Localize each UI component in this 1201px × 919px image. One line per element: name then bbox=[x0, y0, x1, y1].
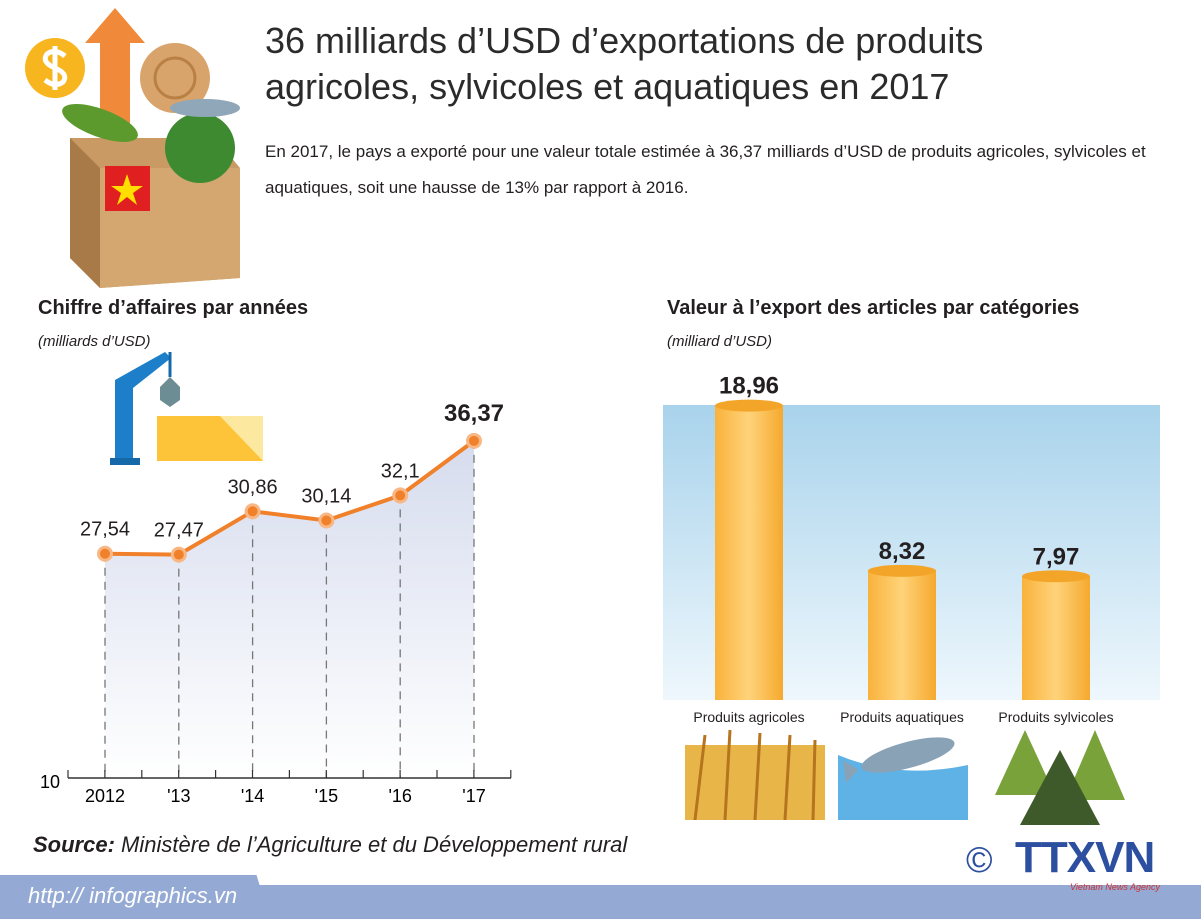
wheat-icon bbox=[685, 729, 825, 820]
title-line-1: 36 milliards d’USD d’exportations de pro… bbox=[265, 20, 984, 61]
website-link[interactable]: http:// infographics.vn bbox=[28, 883, 238, 908]
bar-top bbox=[1022, 570, 1090, 583]
line-chart-title: Chiffre d’affaires par années bbox=[38, 297, 309, 319]
x-tick-label: 2012 bbox=[85, 786, 125, 806]
bar-top bbox=[868, 564, 936, 577]
category-label: Produits aquatiques bbox=[840, 709, 964, 725]
data-label: 8,32 bbox=[879, 538, 926, 565]
data-point bbox=[469, 435, 479, 446]
data-label: 36,37 bbox=[444, 400, 504, 427]
line-chart-unit: (milliards d’USD) bbox=[38, 333, 151, 350]
bar-top bbox=[715, 399, 783, 412]
series-line bbox=[104, 439, 476, 557]
data-point bbox=[247, 506, 258, 517]
box-of-produce-icon bbox=[25, 8, 240, 288]
intro-text: En 2017, le pays a exporté pour une vale… bbox=[265, 142, 1146, 197]
fish-icon bbox=[838, 737, 968, 820]
bar bbox=[715, 405, 783, 700]
x-tick-label: '17 bbox=[462, 786, 485, 806]
data-label: 30,86 bbox=[228, 476, 278, 498]
data-point bbox=[395, 490, 406, 501]
crane-container-icon bbox=[110, 352, 263, 465]
source-note: Source: Ministère de l’Agriculture et du… bbox=[33, 832, 627, 858]
footer-tab bbox=[0, 875, 270, 919]
logo-subtitle: Vietnam News Agency bbox=[1070, 882, 1161, 892]
ttxvn-logo: TTXVN bbox=[1015, 833, 1155, 882]
pine-trees-icon bbox=[995, 730, 1125, 825]
x-tick-label: '15 bbox=[315, 786, 338, 806]
data-label: 18,96 bbox=[719, 373, 779, 400]
bar-chart: 18,96 Produits agricoles 8,32 Produits aqua… bbox=[663, 373, 1160, 725]
category-label: Produits sylvicoles bbox=[998, 709, 1113, 725]
data-label: 32,1 bbox=[381, 460, 420, 482]
bar bbox=[1022, 576, 1090, 700]
category-label: Produits agricoles bbox=[693, 709, 804, 725]
bar-chart-unit: (milliard d’USD) bbox=[667, 333, 773, 350]
page-title: 36 milliards d’USD d’exportations de pro… bbox=[265, 18, 983, 110]
title-line-2: agricoles, sylvicoles et aquatiques en 2… bbox=[265, 66, 950, 107]
data-label: 7,97 bbox=[1033, 543, 1080, 570]
y-tick-label: 10 bbox=[40, 772, 60, 792]
copyright-icon: © bbox=[966, 839, 993, 880]
source-text: Ministère de l’Agriculture et du Dévelop… bbox=[114, 832, 628, 857]
source-label: Source: bbox=[33, 832, 115, 857]
x-tick-label: '14 bbox=[241, 786, 264, 806]
x-tick-label: '13 bbox=[167, 786, 190, 806]
data-point bbox=[321, 515, 332, 526]
data-label: 30,14 bbox=[301, 485, 351, 507]
bar-chart-title: Valeur à l’export des articles par catég… bbox=[667, 297, 1080, 319]
data-label: 27,54 bbox=[80, 519, 130, 541]
line-chart: 27,54 2012 27,47 '13 30,86 '14 30,14 '15 32,1 '16… bbox=[40, 400, 512, 806]
data-label: 27,47 bbox=[154, 520, 204, 542]
area-fill bbox=[105, 440, 474, 778]
data-point bbox=[173, 549, 184, 560]
x-tick-label: '16 bbox=[388, 786, 411, 806]
data-point bbox=[100, 548, 110, 559]
bar bbox=[868, 570, 936, 700]
